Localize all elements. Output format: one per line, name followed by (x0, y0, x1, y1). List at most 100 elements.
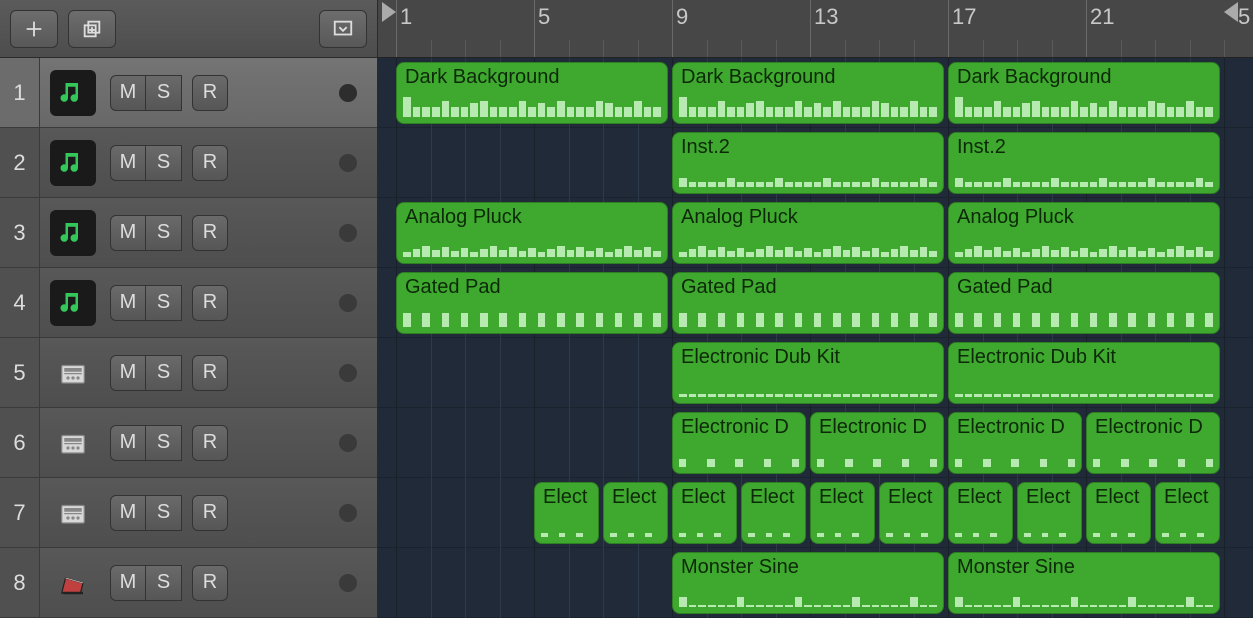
track-header[interactable]: 8MSR (0, 548, 377, 618)
region[interactable]: Electronic D (810, 412, 944, 474)
track-header[interactable]: 4 MSR (0, 268, 377, 338)
record-enable-button[interactable]: R (192, 75, 228, 111)
mute-button[interactable]: M (110, 215, 146, 251)
ruler-label: 17 (952, 4, 976, 30)
mute-button[interactable]: M (110, 565, 146, 601)
mute-button[interactable]: M (110, 425, 146, 461)
region[interactable]: Elect (1086, 482, 1151, 544)
region[interactable]: Dark Background (948, 62, 1220, 124)
end-marker-icon[interactable] (1224, 2, 1238, 22)
arrangement-area[interactable]: Dark BackgroundDark BackgroundDark Backg… (378, 58, 1253, 618)
mute-button[interactable]: M (110, 75, 146, 111)
region[interactable]: Elect (1017, 482, 1082, 544)
track-instrument-icon[interactable] (50, 420, 96, 466)
mute-button[interactable]: M (110, 145, 146, 181)
duplicate-icon (81, 18, 103, 40)
region[interactable]: Gated Pad (396, 272, 668, 334)
solo-button[interactable]: S (146, 495, 182, 531)
region[interactable]: Elect (879, 482, 944, 544)
record-indicator-icon (339, 434, 357, 452)
record-enable-button[interactable]: R (192, 355, 228, 391)
view-menu-button[interactable] (319, 10, 367, 48)
track-instrument-icon[interactable] (50, 210, 96, 256)
track-header[interactable]: 6MSR (0, 408, 377, 478)
region[interactable]: Electronic D (672, 412, 806, 474)
region-name: Analog Pluck (681, 206, 798, 228)
solo-button[interactable]: S (146, 215, 182, 251)
region[interactable]: Dark Background (672, 62, 944, 124)
region[interactable]: Elect (741, 482, 806, 544)
region[interactable]: Elect (603, 482, 668, 544)
track-header[interactable]: 2 MSR (0, 128, 377, 198)
record-indicator-icon (339, 224, 357, 242)
track-instrument-icon[interactable] (50, 70, 96, 116)
solo-button[interactable]: S (146, 425, 182, 461)
track-instrument-icon[interactable] (50, 280, 96, 326)
plus-icon (23, 18, 45, 40)
region[interactable]: Elect (534, 482, 599, 544)
mute-button[interactable]: M (110, 495, 146, 531)
region[interactable]: Elect (810, 482, 875, 544)
track-instrument-icon[interactable] (50, 350, 96, 396)
region[interactable]: Elect (672, 482, 737, 544)
track-header[interactable]: 3MSR (0, 198, 377, 268)
region[interactable]: Monster Sine (672, 552, 944, 614)
track-number: 2 (0, 128, 40, 197)
record-indicator-icon (339, 154, 357, 172)
region-name: Analog Pluck (957, 206, 1074, 228)
record-enable-button[interactable]: R (192, 495, 228, 531)
region-name: Gated Pad (681, 276, 777, 298)
region[interactable]: Elect (948, 482, 1013, 544)
solo-button[interactable]: S (146, 145, 182, 181)
ruler-label: 13 (814, 4, 838, 30)
track-instrument-icon[interactable] (50, 140, 96, 186)
region[interactable]: Inst.2 (948, 132, 1220, 194)
add-track-button[interactable] (10, 10, 58, 48)
region-name: Electronic D (681, 416, 789, 438)
track-header[interactable]: 7 MSR (0, 478, 377, 548)
region[interactable]: Gated Pad (672, 272, 944, 334)
region[interactable]: Electronic D (1086, 412, 1220, 474)
region[interactable]: Gated Pad (948, 272, 1220, 334)
region[interactable]: Elect (1155, 482, 1220, 544)
record-indicator-icon (339, 504, 357, 522)
record-indicator-icon (339, 574, 357, 592)
track-instrument-icon[interactable] (50, 490, 96, 536)
region-name: Elect (1095, 486, 1139, 508)
region[interactable]: Analog Pluck (948, 202, 1220, 264)
record-enable-button[interactable]: R (192, 145, 228, 181)
region-name: Elect (888, 486, 932, 508)
region[interactable]: Monster Sine (948, 552, 1220, 614)
solo-button[interactable]: S (146, 355, 182, 391)
region[interactable]: Electronic Dub Kit (948, 342, 1220, 404)
duplicate-track-button[interactable] (68, 10, 116, 48)
record-enable-button[interactable]: R (192, 215, 228, 251)
region-name: Electronic Dub Kit (681, 346, 840, 368)
region-name: Elect (1026, 486, 1070, 508)
playhead-start-icon[interactable] (382, 2, 396, 22)
region[interactable]: Dark Background (396, 62, 668, 124)
track-number: 7 (0, 478, 40, 547)
mute-button[interactable]: M (110, 285, 146, 321)
timeline-ruler[interactable]: 1591317215 (378, 0, 1253, 58)
record-enable-button[interactable]: R (192, 285, 228, 321)
track-headers: 1MSR2MSR3MSR4MSR5MSR6MSR7MSR8MSR (0, 58, 378, 618)
track-header[interactable]: 5MSR (0, 338, 377, 408)
track-instrument-icon[interactable] (50, 560, 96, 606)
solo-button[interactable]: S (146, 285, 182, 321)
mute-button[interactable]: M (110, 355, 146, 391)
track-number: 4 (0, 268, 40, 337)
region[interactable]: Analog Pluck (672, 202, 944, 264)
record-enable-button[interactable]: R (192, 565, 228, 601)
solo-button[interactable]: S (146, 565, 182, 601)
record-enable-button[interactable]: R (192, 425, 228, 461)
region[interactable]: Electronic Dub Kit (672, 342, 944, 404)
region[interactable]: Analog Pluck (396, 202, 668, 264)
body-row: 1MSR2MSR3MSR4MSR5MSR6MSR7MSR8MSR Dark Ba… (0, 58, 1253, 618)
region[interactable]: Inst.2 (672, 132, 944, 194)
daw-app: 1591317215 1MSR2MSR3MSR4MSR5MSR6MSR7MSR8… (0, 0, 1253, 617)
track-header[interactable]: 1MSR (0, 58, 377, 128)
solo-button[interactable]: S (146, 75, 182, 111)
region[interactable]: Electronic D (948, 412, 1082, 474)
record-indicator-icon (339, 294, 357, 312)
